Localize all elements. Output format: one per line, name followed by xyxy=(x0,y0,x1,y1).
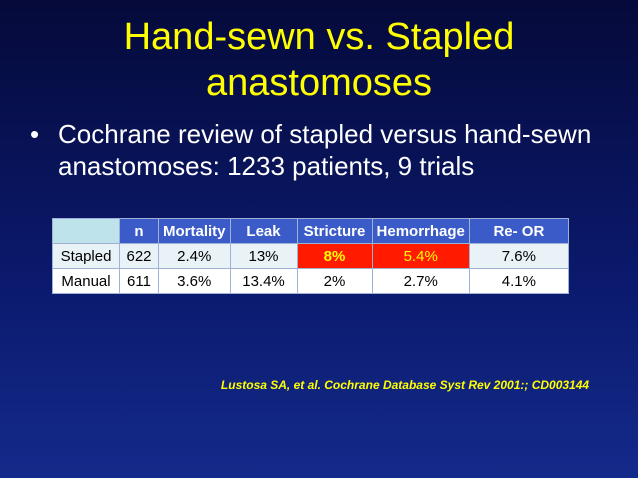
table-cell: 2.4% xyxy=(158,243,231,269)
table-header-mortality: Mortality xyxy=(158,218,231,244)
citation: Lustosa SA, et al. Cochrane Database Sys… xyxy=(0,376,638,394)
title-line-2: anastomoses xyxy=(205,62,432,104)
table-cell: 2.7% xyxy=(371,268,470,294)
table-cell-highlight: 8% xyxy=(296,243,373,269)
table-cell: 611 xyxy=(119,268,159,294)
table-cell: Stapled xyxy=(52,243,120,269)
table-header-n: n xyxy=(119,218,159,244)
table-cell: 2% xyxy=(296,268,373,294)
table-cell: 4.1% xyxy=(468,268,569,294)
table-header-corner xyxy=(52,218,120,244)
table-header-stricture: Stricture xyxy=(296,218,373,244)
citation-text: Lustosa SA, et al. Cochrane Database Sys… xyxy=(220,378,590,392)
table-header-re-or: Re- OR xyxy=(468,218,569,244)
table-cell: Manual xyxy=(52,268,120,294)
table-cell: 3.6% xyxy=(158,268,231,294)
table-row: Manual 611 3.6% 13.4% 2% 2.7% 4.1% xyxy=(52,268,569,294)
table-header-leak: Leak xyxy=(229,218,298,244)
table-header-hemorrhage: Hemorrhage xyxy=(371,218,470,244)
table-cell: 13.4% xyxy=(229,268,298,294)
table-cell: 7.6% xyxy=(468,243,569,269)
table-header-row: n Mortality Leak Stricture Hemorrhage Re… xyxy=(52,218,569,244)
table-row: Stapled 622 2.4% 13% 8% 5.4% 7.6% xyxy=(52,243,569,269)
bullet-point: • Cochrane review of stapled versus hand… xyxy=(30,118,620,182)
bullet-text: Cochrane review of stapled versus hand-s… xyxy=(58,119,592,181)
bullet-dot: • xyxy=(30,119,40,149)
table-cell-highlight: 5.4% xyxy=(371,243,470,269)
table-cell: 13% xyxy=(229,243,298,269)
title-line-1: Hand-sewn vs. Stapled xyxy=(123,16,515,58)
results-table: n Mortality Leak Stricture Hemorrhage Re… xyxy=(52,218,569,294)
table-cell: 622 xyxy=(119,243,159,269)
slide-title: Hand-sewn vs. Stapled anastomoses xyxy=(0,14,638,106)
